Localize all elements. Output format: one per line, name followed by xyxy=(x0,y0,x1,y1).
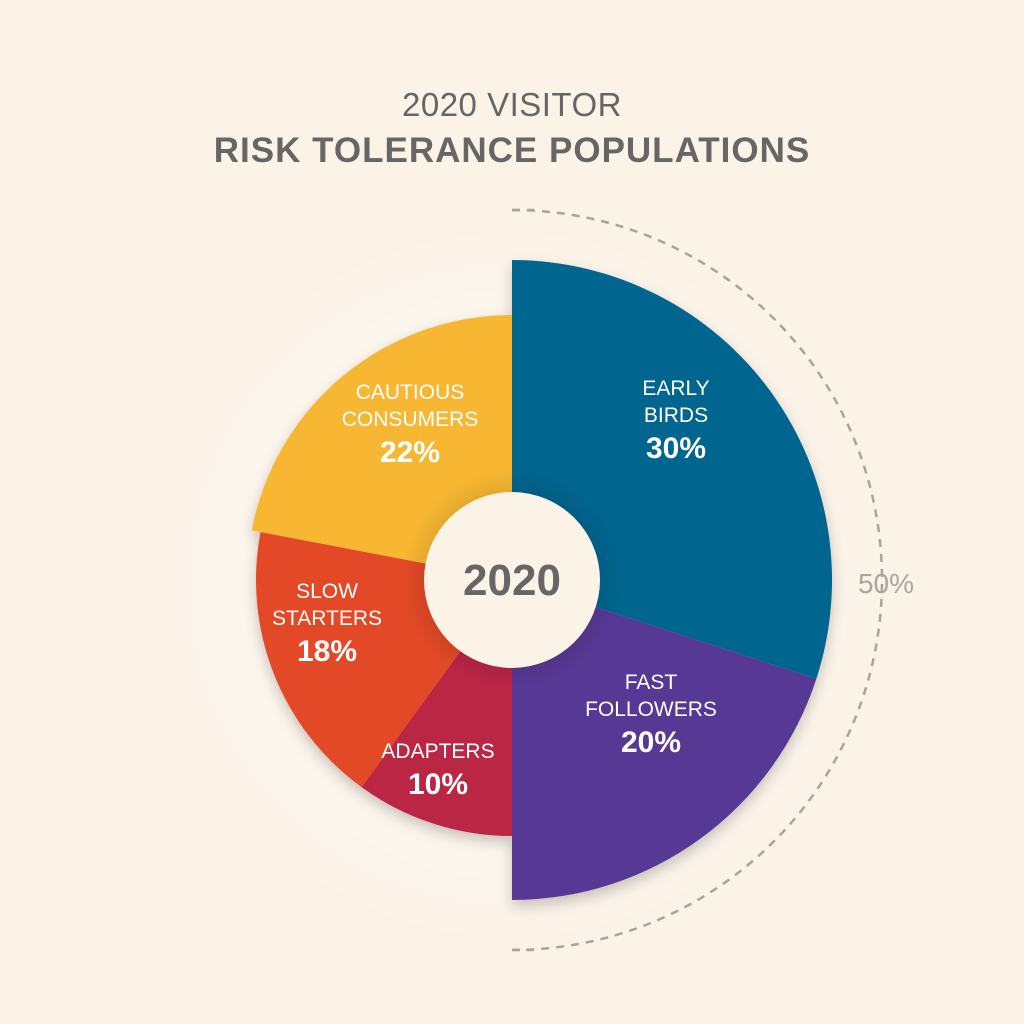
slice-value-label: 20% xyxy=(621,726,681,759)
center-circle xyxy=(424,492,600,668)
bracket-arc xyxy=(511,208,884,952)
slice-label: SLOW xyxy=(296,580,358,603)
slice-label: FAST xyxy=(625,671,678,694)
chart-title-line1: 2020 VISITOR xyxy=(401,86,622,123)
slice-label: EARLY xyxy=(642,377,709,400)
bracket-value-label: 50% xyxy=(858,568,914,599)
slice-label: CONSUMERS xyxy=(342,408,479,431)
slice-label: BIRDS xyxy=(644,404,708,427)
slice-label: ADAPTERS xyxy=(381,740,494,763)
slice-label: CAUTIOUS xyxy=(356,381,465,404)
slice-label: FOLLOWERS xyxy=(585,698,717,721)
slice-label: STARTERS xyxy=(272,607,382,630)
chart-title-line2: RISK TOLERANCE POPULATIONS xyxy=(213,131,811,170)
center-year-label: 2020 xyxy=(463,556,561,605)
slice-value-label: 22% xyxy=(380,436,440,469)
slice-value-label: 18% xyxy=(297,635,357,668)
slice-value-label: 30% xyxy=(646,432,706,465)
slice-value-label: 10% xyxy=(408,768,468,801)
